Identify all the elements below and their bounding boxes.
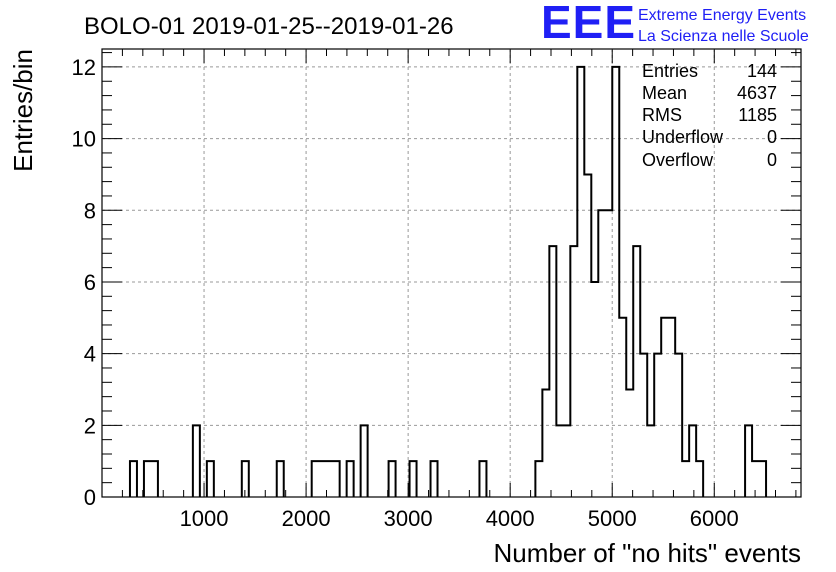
histogram-bin — [584, 174, 591, 497]
histogram-bin — [759, 461, 766, 497]
x-tick-label: 2000 — [282, 506, 331, 531]
histogram-bin — [312, 461, 319, 497]
histogram-bin — [549, 246, 556, 497]
histogram-bin — [542, 389, 549, 497]
histogram-bin — [647, 425, 654, 497]
stats-underflow-label: Underflow — [642, 127, 724, 147]
histogram-outline — [128, 65, 768, 497]
stats-mean-label: Mean — [642, 83, 687, 103]
histogram-bin — [570, 246, 577, 497]
histogram-bin — [689, 425, 696, 497]
histogram-bin — [668, 318, 675, 497]
histogram-bin — [130, 461, 137, 497]
histogram-bin — [193, 425, 200, 497]
stats-entries-value: 144 — [747, 61, 777, 81]
stats-box: Entries 144 Mean 4637 RMS 1185 Underflow… — [642, 61, 777, 170]
histogram-bin — [633, 246, 640, 497]
y-tick-label: 10 — [72, 127, 96, 152]
stats-underflow-value: 0 — [767, 127, 777, 147]
y-tick-label: 4 — [84, 342, 96, 367]
eee-logo: EEE Extreme Energy Events La Scienza nel… — [541, 0, 809, 48]
histogram-bin — [577, 67, 584, 497]
y-tick-label: 2 — [84, 413, 96, 438]
histogram-bin — [410, 461, 417, 497]
histogram-bin — [242, 461, 249, 497]
logo-letters: EEE — [541, 0, 636, 48]
histogram-bin — [347, 461, 354, 497]
histogram-bin — [333, 461, 340, 497]
histogram-bin — [675, 354, 682, 497]
histogram-bin — [151, 461, 158, 497]
stats-overflow-value: 0 — [767, 150, 777, 170]
x-tick-label: 1000 — [180, 506, 229, 531]
histogram-bin — [431, 461, 438, 497]
y-tick-label: 8 — [84, 198, 96, 223]
histogram-bin — [745, 425, 752, 497]
chart-title: BOLO-01 2019-01-25--2019-01-26 — [84, 13, 454, 40]
histogram-bin — [640, 354, 647, 497]
histogram-bin — [598, 210, 605, 497]
histogram-bin — [326, 461, 333, 497]
histogram-bin — [535, 461, 542, 497]
histogram-bin — [696, 461, 703, 497]
x-tick-label: 6000 — [690, 506, 739, 531]
histogram-bin — [207, 461, 214, 497]
histogram-bin — [556, 425, 563, 497]
histogram-bin — [144, 461, 151, 497]
logo-line-2: La Scienza nelle Scuole — [638, 28, 809, 45]
y-tick-label: 6 — [84, 270, 96, 295]
histogram-bin — [612, 67, 619, 497]
histogram-bin — [654, 354, 661, 497]
stats-overflow-label: Overflow — [642, 150, 714, 170]
stats-rms-value: 1185 — [738, 105, 777, 125]
logo-line-1: Extreme Energy Events — [638, 7, 806, 24]
axis-ticks — [102, 49, 801, 498]
histogram-bin — [319, 461, 326, 497]
x-tick-label: 5000 — [588, 506, 637, 531]
histogram-bin — [605, 210, 612, 497]
histogram-bin — [626, 389, 633, 497]
stats-rms-label: RMS — [642, 105, 682, 125]
histogram-bin — [361, 425, 368, 497]
histogram-bin — [389, 461, 396, 497]
histogram-bin — [277, 461, 284, 497]
x-tick-label: 3000 — [384, 506, 433, 531]
y-tick-label: 0 — [84, 485, 96, 510]
y-tick-label: 12 — [72, 55, 96, 80]
stats-entries-label: Entries — [642, 61, 698, 81]
histogram-bin — [591, 282, 598, 497]
histogram-bin — [563, 425, 570, 497]
histogram-bin — [619, 318, 626, 497]
histogram-bin — [661, 318, 668, 497]
x-axis-title: Number of "no hits" events — [494, 538, 802, 568]
histogram-bin — [479, 461, 486, 497]
plot-frame — [101, 48, 802, 498]
x-tick-label: 4000 — [486, 506, 535, 531]
histogram-bin — [682, 461, 689, 497]
histogram-bin — [752, 461, 759, 497]
stats-mean-value: 4637 — [737, 83, 777, 103]
y-axis-title: Entries/bin — [8, 49, 38, 172]
tick-labels: 1000 2000 3000 4000 5000 6000 0 2 4 6 8 10 12 — [72, 55, 739, 531]
